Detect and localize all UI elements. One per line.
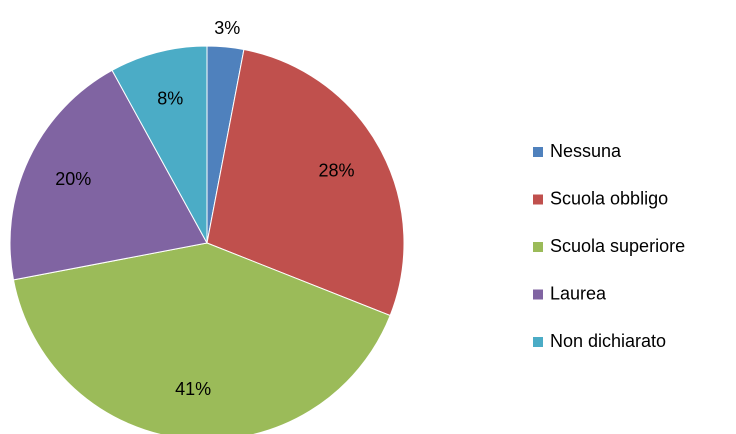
legend-label: Laurea [550, 283, 607, 303]
pie-slice [111, 45, 208, 244]
data-label: 8% [157, 89, 183, 109]
pie-slice [206, 48, 405, 317]
legend-swatch [533, 242, 543, 252]
legend-label: Nessuna [550, 141, 622, 161]
data-label: 3% [214, 18, 240, 38]
legend-swatch [533, 289, 543, 300]
pie-slice [12, 242, 391, 434]
legend-label: Non dichiarato [550, 331, 666, 351]
legend-swatch [533, 147, 543, 157]
legend-swatch [533, 337, 543, 347]
data-label: 28% [318, 161, 354, 181]
legend-swatch [533, 194, 543, 205]
data-label: 20% [55, 169, 91, 189]
legend-label: Scuola obbligo [550, 188, 668, 208]
legend-label: Scuola superiore [550, 236, 685, 256]
data-label: 41% [175, 379, 211, 399]
pie-slice [9, 69, 208, 281]
